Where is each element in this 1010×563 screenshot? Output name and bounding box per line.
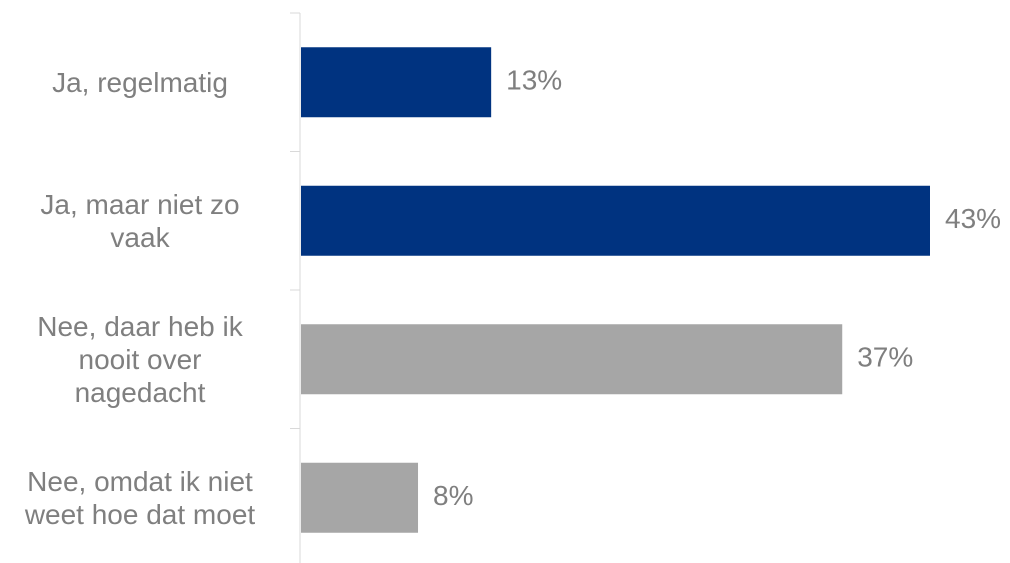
bar-1 <box>301 47 492 118</box>
category-label-4: Nee, omdat ik niet weet hoe dat moet <box>24 465 256 530</box>
category-label-2: Ja, maar niet zo vaak <box>40 188 240 253</box>
bar-2 <box>301 185 930 256</box>
category-label-1: Ja, regelmatig <box>52 66 228 98</box>
bars <box>301 47 930 533</box>
bar-3 <box>301 324 843 395</box>
category-label-3: Nee, daar heb ik nooit over nagedacht <box>37 310 243 408</box>
bar-4 <box>301 462 419 533</box>
value-label-1: 13% <box>506 65 562 96</box>
value-labels: 13% 43% 37% 8% <box>433 65 1001 512</box>
value-label-2: 43% <box>945 203 1001 234</box>
value-label-4: 8% <box>433 480 473 511</box>
value-label-3: 37% <box>857 342 913 373</box>
category-axis <box>290 12 301 563</box>
